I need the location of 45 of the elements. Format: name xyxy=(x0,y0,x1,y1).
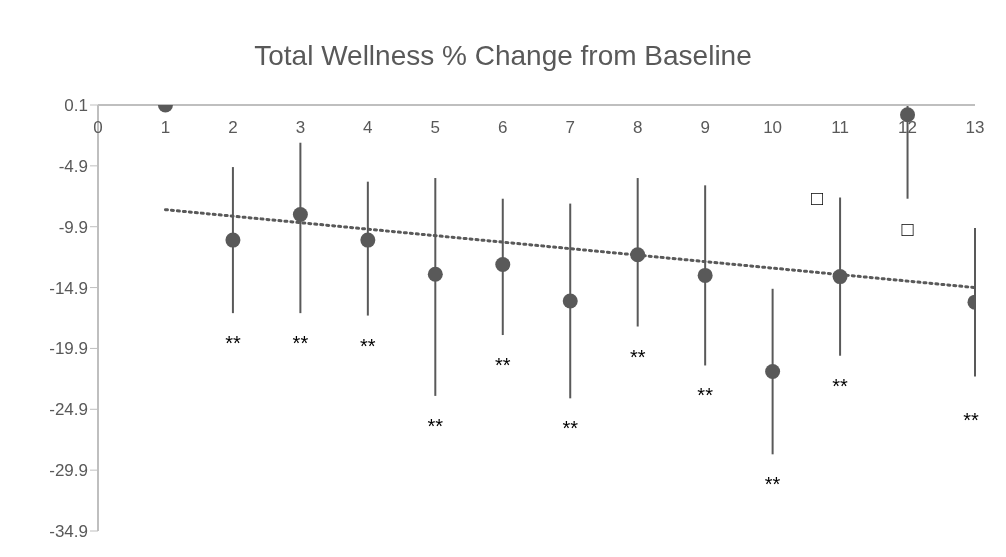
annotation: ** xyxy=(360,334,376,357)
annotation: ** xyxy=(963,409,979,432)
chart-title: Total Wellness % Change from Baseline xyxy=(253,40,753,72)
y-tick-label: -29.9 xyxy=(49,461,88,481)
point xyxy=(832,269,848,285)
y-tick-label: -9.9 xyxy=(58,217,88,237)
point xyxy=(292,207,308,223)
annotation: ** xyxy=(494,354,511,377)
x-tick-label: 10 xyxy=(763,118,783,137)
x-tick-label: 2 xyxy=(228,118,238,137)
annotation: ** xyxy=(832,374,849,397)
point xyxy=(630,247,646,263)
x-tick-label: 4 xyxy=(363,118,373,137)
annotation: ** xyxy=(697,384,714,407)
x-tick-label: 0 xyxy=(93,118,103,137)
annotation: □ xyxy=(811,186,824,209)
annotation: ** xyxy=(427,414,444,437)
annotation: ** xyxy=(764,473,781,496)
annotation: ** xyxy=(629,345,646,368)
annotation: ** xyxy=(562,417,579,440)
y-tick-label: -24.9 xyxy=(49,400,88,420)
point xyxy=(495,256,511,272)
point xyxy=(697,267,713,283)
x-tick-label: 11 xyxy=(831,118,849,137)
point xyxy=(360,232,376,248)
point xyxy=(562,293,578,309)
annotation: ** xyxy=(225,332,241,355)
y-tick-label: -19.9 xyxy=(49,339,88,359)
annotation: ** xyxy=(292,332,309,355)
x-tick-label: 6 xyxy=(498,118,508,137)
point xyxy=(427,266,443,282)
x-tick-label: 9 xyxy=(700,118,710,137)
x-tick-label: 8 xyxy=(632,118,643,137)
y-tick-label: -34.9 xyxy=(49,522,88,542)
point xyxy=(225,232,241,248)
x-tick-label: 3 xyxy=(295,118,306,137)
annotation: □ xyxy=(901,217,914,240)
point xyxy=(765,364,781,380)
y-tick-label: 0.1 xyxy=(64,96,88,116)
x-tick-label: 5 xyxy=(430,118,441,137)
x-tick-label: 13 xyxy=(965,118,985,137)
x-tick-label: 1 xyxy=(160,118,171,137)
x-tick-label: 7 xyxy=(565,118,575,137)
y-tick-label: -4.9 xyxy=(58,156,88,176)
y-tick-label: -14.9 xyxy=(49,278,88,298)
